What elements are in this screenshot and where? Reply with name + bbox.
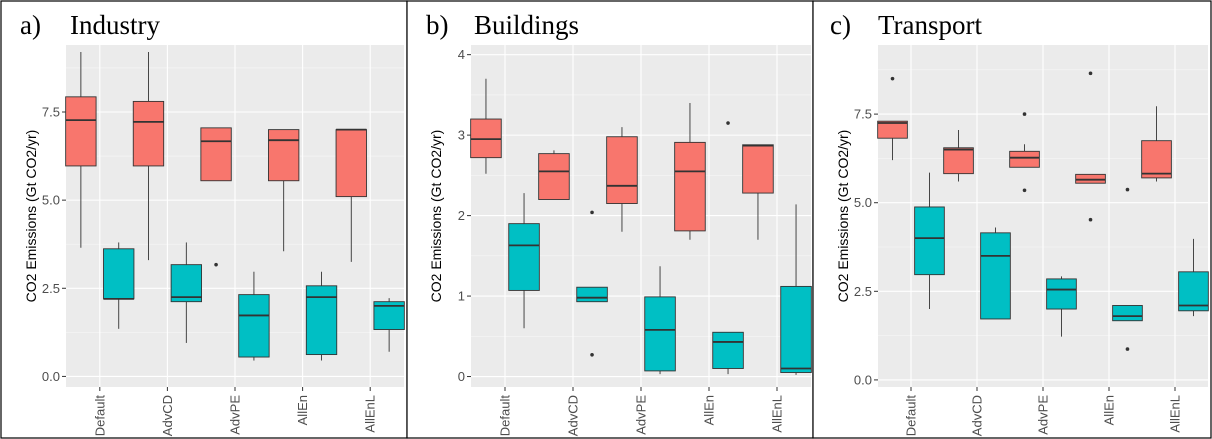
panel-title: Industry — [70, 10, 160, 40]
box — [1141, 140, 1172, 179]
y-tick-label: 5.0 — [854, 195, 872, 210]
y-tick-label: 1 — [458, 289, 465, 304]
box — [132, 100, 165, 167]
panel-label: b) — [426, 10, 449, 40]
box — [712, 331, 744, 369]
y-tick-label: 3 — [458, 128, 465, 143]
y-axis-title: CO2 Emissions (Gt CO2/yr) — [428, 130, 444, 303]
y-tick-label: 5.0 — [42, 193, 60, 208]
plot-area: 0.0 2.5 5.0 7.5 Default AdvCD AdvPE AllEn AllEnL… — [23, 45, 405, 437]
x-tick-label: AllEn — [1102, 395, 1117, 425]
box — [238, 294, 270, 358]
outlier-point — [590, 210, 594, 215]
x-tick-label: AdvCD — [566, 395, 581, 436]
plot-area: 0 1 2 3 4 Default AdvCD AdvPE AllEn AllEnL CO2 Emi… — [428, 45, 812, 437]
outlier-point — [1022, 112, 1027, 116]
y-tick-label: 2.5 — [854, 284, 872, 299]
x-tick-label: AdvPE — [634, 395, 649, 435]
x-tick-label: AllEnL — [770, 395, 785, 433]
y-tick-label: 2 — [458, 208, 465, 223]
outlier-point — [214, 262, 218, 267]
plot-area: 0.0 2.5 5.0 7.5 Default AdvCD AdvPE AllEn AllEnL… — [835, 45, 1209, 437]
box — [943, 147, 974, 175]
outlier-point — [1125, 347, 1130, 351]
box — [576, 286, 608, 303]
panel-title: Transport — [878, 10, 983, 40]
x-tick-label: Default — [92, 395, 107, 437]
outlier-point — [1125, 187, 1130, 192]
y-tick-label: 0 — [458, 369, 465, 384]
outlier-point — [1022, 188, 1027, 193]
x-tick-label: AllEn — [295, 395, 310, 425]
y-tick-label: 7.5 — [854, 107, 872, 122]
panel-label: c) — [830, 10, 851, 40]
x-tick-label: AllEnL — [363, 395, 378, 433]
x-tick-label: AllEnL — [1168, 395, 1183, 433]
y-tick-label: 7.5 — [42, 104, 60, 119]
y-axis-title: CO2 Emissions (Gt CO2/yr) — [835, 130, 851, 303]
y-tick-label: 2.5 — [42, 281, 60, 296]
y-tick-label: 4 — [458, 47, 465, 62]
box — [1046, 278, 1077, 310]
x-tick-label: Default — [904, 395, 919, 437]
box — [200, 127, 232, 182]
panel-industry: a) Industry 0.0 2.5 5.0 7.5 Default AdvCD AdvP… — [0, 0, 408, 439]
x-tick-label: AdvPE — [228, 395, 243, 435]
x-tick-label: AdvCD — [970, 395, 985, 436]
box — [335, 129, 367, 198]
box — [538, 153, 570, 200]
outlier-point — [890, 76, 895, 81]
box — [644, 296, 676, 372]
outlier-point — [726, 121, 730, 125]
outlier-point — [590, 353, 594, 357]
outlier-point — [1088, 71, 1093, 76]
box — [980, 232, 1011, 320]
outlier-point — [1088, 217, 1093, 222]
box — [65, 96, 97, 167]
box — [1009, 150, 1040, 168]
box — [268, 129, 300, 182]
x-tick-label: Default — [498, 395, 513, 437]
box — [170, 264, 202, 303]
panel-buildings: b) Buildings 0 1 2 3 4 Default AdvCD AdvPE AllEn… — [406, 0, 814, 439]
box — [914, 206, 945, 276]
x-tick-label: AdvCD — [160, 395, 175, 436]
x-tick-label: AllEn — [702, 395, 717, 425]
box — [1178, 271, 1209, 312]
y-tick-label: 0.0 — [854, 372, 872, 387]
box — [780, 285, 812, 373]
y-axis-title: CO2 Emissions (Gt CO2/yr) — [23, 130, 39, 303]
box — [305, 285, 338, 356]
box — [1112, 305, 1143, 322]
box — [508, 223, 540, 291]
box — [103, 248, 135, 300]
y-tick-label: 0.0 — [42, 369, 60, 384]
box — [606, 136, 638, 204]
panel-label: a) — [20, 10, 41, 40]
x-tick-label: AdvPE — [1036, 395, 1051, 435]
panel-title: Buildings — [474, 10, 579, 40]
box — [877, 120, 908, 139]
box — [674, 141, 706, 232]
box — [742, 144, 774, 194]
panel-transport: c) Transport 0.0 2.5 5.0 7.5 Default AdvCD Adv… — [812, 0, 1212, 439]
